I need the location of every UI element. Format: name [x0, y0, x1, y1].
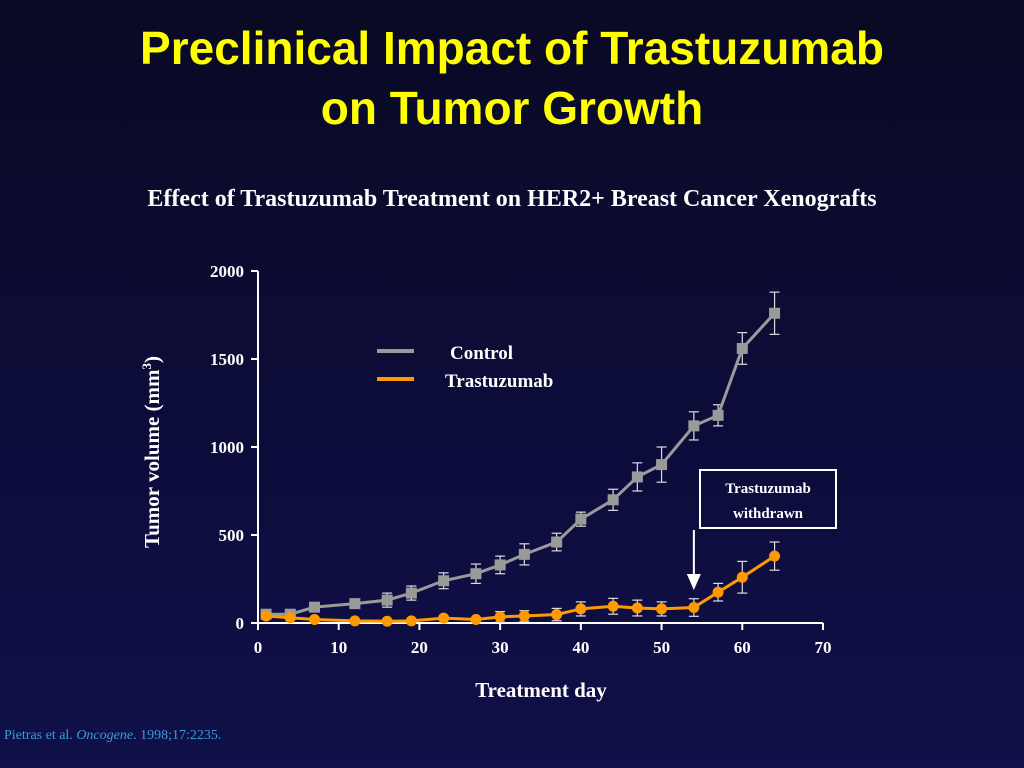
- x-tick-label: 60: [734, 638, 751, 657]
- data-point: [712, 586, 724, 598]
- annotation-box: [699, 469, 837, 529]
- data-point: [438, 575, 450, 587]
- x-tick-label: 10: [330, 638, 347, 657]
- data-point: [381, 594, 393, 606]
- data-point: [656, 459, 668, 471]
- y-tick-label: 0: [236, 614, 245, 633]
- data-point: [309, 613, 320, 625]
- y-tick-label: 2000: [210, 262, 244, 281]
- citation-authors: Pietras et al.: [4, 728, 77, 743]
- data-point: [494, 611, 506, 623]
- data-point: [631, 471, 643, 483]
- annotation-line-2: withdrawn: [733, 506, 804, 522]
- series-control: [260, 291, 781, 620]
- data-point: [656, 603, 668, 615]
- y-tick-label: 1500: [210, 350, 244, 369]
- data-point: [769, 550, 781, 562]
- data-point: [284, 612, 296, 624]
- slide-title-line-2: on Tumor Growth: [320, 82, 704, 134]
- data-point: [405, 587, 417, 599]
- data-point: [470, 568, 482, 580]
- chart-subtitle: Effect of Trastuzumab Treatment on HER2+…: [147, 186, 877, 212]
- x-axis-label: Treatment day: [475, 678, 607, 702]
- citation: Pietras et al. Oncogene. 1998;17:2235.: [4, 728, 221, 744]
- data-point: [551, 609, 563, 621]
- legend: Control Trastuzumab: [377, 343, 553, 392]
- series-line: [266, 312, 776, 616]
- legend-label: Trastuzumab: [445, 371, 553, 392]
- data-point: [712, 409, 724, 421]
- x-tick-label: 30: [492, 638, 509, 657]
- data-point: [688, 420, 700, 432]
- x-tick-label: 0: [254, 638, 263, 657]
- data-point: [518, 610, 530, 622]
- legend-label: Control: [450, 343, 513, 364]
- data-point: [736, 571, 748, 583]
- data-point: [349, 615, 361, 627]
- x-tick-label: 20: [411, 638, 428, 657]
- data-point: [518, 548, 530, 560]
- data-point: [607, 494, 619, 506]
- series-trastuzumab: [260, 541, 781, 627]
- data-point: [688, 602, 700, 614]
- slide-title-line-1: Preclinical Impact of Trastuzumab: [140, 22, 884, 74]
- withdrawn-annotation: Trastuzumab withdrawn: [686, 469, 837, 590]
- data-point: [309, 601, 320, 613]
- x-tick-label: 70: [815, 638, 832, 657]
- data-point: [438, 612, 450, 624]
- data-point: [575, 603, 587, 615]
- y-axis-label: Tumor volume (mm3): [139, 356, 164, 548]
- x-tick-label: 50: [653, 638, 670, 657]
- citation-journal: Oncogene: [76, 728, 134, 743]
- data-point: [260, 610, 272, 622]
- slide-title: Preclinical Impact of Trastuzumab on Tum…: [0, 18, 1024, 138]
- data-point: [494, 559, 506, 571]
- data-point: [551, 536, 563, 548]
- data-point: [769, 307, 781, 319]
- y-tick-label: 1000: [210, 438, 244, 457]
- data-point: [736, 342, 748, 354]
- annotation-arrow-head: [686, 574, 701, 590]
- annotation-line-1: Trastuzumab: [725, 481, 811, 497]
- data-point: [381, 615, 393, 627]
- data-point: [631, 602, 643, 614]
- data-point: [470, 613, 482, 625]
- x-tick-label: 40: [572, 638, 589, 657]
- series-line: [265, 554, 776, 623]
- citation-details: . 1998;17:2235.: [133, 728, 222, 743]
- data-point: [349, 598, 361, 610]
- y-tick-label: 500: [219, 526, 245, 545]
- data-point: [607, 600, 619, 612]
- data-point: [405, 615, 417, 627]
- data-point: [575, 513, 587, 525]
